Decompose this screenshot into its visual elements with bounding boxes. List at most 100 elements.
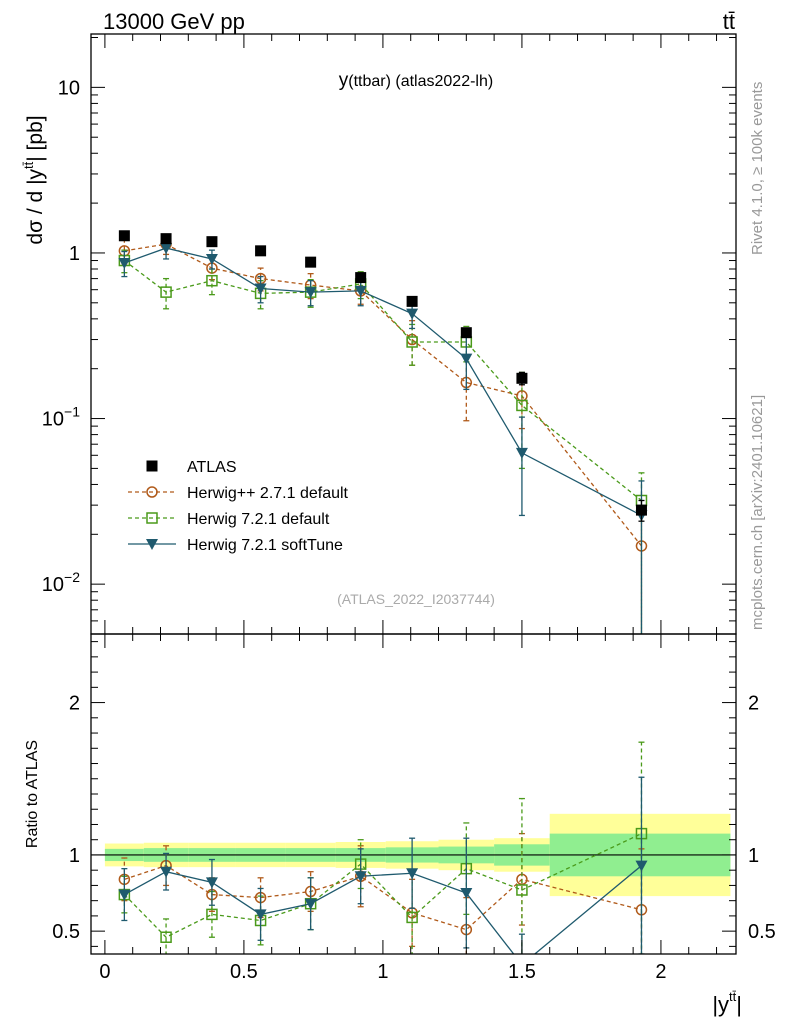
legend-item: Herwig 7.2.1 default (128, 511, 330, 528)
legend-label: Herwig++ 2.7.1 default (187, 485, 349, 502)
data-point (146, 486, 158, 498)
main-title-sub: (ttbar) (atlas2022-lh) (348, 73, 493, 90)
data-point (206, 908, 218, 921)
data-point (406, 868, 419, 880)
data-point (118, 889, 131, 901)
header-left: 13000 GeV pp (103, 9, 245, 34)
main-ylabel-sup: tt̄ (21, 161, 36, 169)
series-line (124, 247, 642, 517)
ratio-axis-ticks (91, 634, 736, 954)
main-y-axis-label: dσ / d |ytt̄| [pb] (21, 115, 47, 244)
main-ylabel-text: dσ / d |y (24, 168, 47, 244)
header-right: tt̄ (723, 9, 735, 34)
ratio-y-tick-label-right: 0.5 (748, 921, 776, 943)
data-point (304, 898, 317, 910)
data-point (304, 287, 317, 299)
legend: ATLAS Herwig++ 2.7.1 default Herwig 7.2.1 … (128, 459, 349, 554)
data-point (460, 353, 473, 365)
legend-item: Herwig 7.2.1 softTune (128, 537, 343, 554)
data-point (516, 399, 528, 412)
data-point (160, 286, 172, 298)
ratio-y-tick-label-right: 2 (748, 693, 759, 715)
watermark: (ATLAS_2022_I2037744) (337, 591, 495, 607)
data-point (406, 295, 418, 307)
main-y-tick-label: 1 (69, 243, 80, 265)
series-line (124, 865, 642, 954)
main-ylabel-unit: | [pb] (24, 115, 47, 161)
tick-base: 10 (42, 574, 64, 596)
data-point (516, 372, 528, 384)
main-y-tick-label: 10 (58, 77, 80, 99)
legend-item: ATLAS (146, 459, 237, 476)
data-point (146, 539, 158, 550)
data-point (354, 871, 367, 883)
tick-base: 10 (58, 77, 80, 99)
main-y-tick-label: 10−2 (42, 569, 80, 596)
legend-label: Herwig 7.2.1 default (187, 511, 330, 528)
main-series (118, 230, 647, 522)
tick-exponent: −1 (64, 404, 80, 420)
rivet-label: Rivet 4.1.0, ≥ 100k events (749, 82, 766, 255)
main-axis-ticks (91, 34, 736, 635)
ratio-frame (90, 633, 737, 955)
x-tick-label: 0 (99, 961, 110, 983)
xlabel-end: | (736, 992, 742, 1017)
data-point (146, 512, 158, 524)
data-point (255, 245, 267, 257)
data-point (460, 327, 472, 339)
data-point (515, 447, 528, 459)
x-tick-label: 2 (655, 961, 666, 983)
data-point (254, 909, 267, 921)
data-point (160, 866, 173, 878)
data-point (254, 283, 267, 295)
data-point (146, 460, 158, 472)
data-point (205, 253, 218, 265)
data-point (160, 243, 173, 255)
ratio-y-tick-labels: 0.5 0.5 1 1 2 2 (52, 693, 776, 944)
data-point (635, 504, 647, 516)
main-series-group (118, 230, 648, 634)
xlabel-sup: tt̄ (729, 989, 737, 1004)
data-point (118, 257, 131, 269)
series-line (123, 260, 642, 502)
data-point (406, 336, 418, 348)
mcplots-label: mcplots.cern.ch [arXiv:2401.10621] (749, 395, 766, 630)
ratio-y-tick-label: 1 (69, 845, 80, 867)
data-point (460, 888, 473, 900)
x-axis-label: |ytt̄| (712, 989, 742, 1017)
tick-base: 10 (42, 409, 64, 431)
legend-label: Herwig 7.2.1 softTune (187, 537, 343, 554)
xlabel-text: |y (712, 992, 729, 1017)
data-point (406, 308, 419, 320)
main-title-main: y (339, 70, 349, 91)
data-point (205, 877, 218, 889)
ratio-series (118, 776, 648, 954)
data-point (406, 911, 418, 924)
data-point (160, 931, 172, 943)
data-point (635, 860, 648, 872)
data-point (118, 230, 130, 242)
ratio-y-tick-label: 2 (69, 693, 80, 715)
data-point (355, 272, 367, 284)
legend-item: Herwig++ 2.7.1 default (128, 485, 349, 502)
series-line (124, 864, 642, 931)
data-point (206, 236, 218, 248)
ratio-y-tick-label-right: 1 (748, 845, 759, 867)
ratio-y-tick-label: 0.5 (52, 921, 80, 943)
ratio-x-tick-labels: 0 0.5 1 1.5 2 (99, 961, 666, 983)
x-tick-label: 0.5 (230, 961, 258, 983)
data-point (516, 884, 528, 896)
data-point (305, 256, 317, 268)
series-line (123, 833, 642, 939)
ratio-y-axis-label: Ratio to ATLAS (24, 740, 41, 848)
data-point (206, 274, 218, 287)
data-point (354, 285, 367, 297)
legend-label: ATLAS (187, 459, 237, 476)
tick-base: 1 (69, 243, 80, 265)
x-tick-label: 1.5 (508, 961, 536, 983)
main-series (118, 238, 648, 634)
ratio-panel: 0.5 0.5 1 1 2 2 0 0.5 1 1.5 2 Ratio to ATLAS |ytt… (24, 633, 776, 1017)
data-point (160, 233, 172, 245)
